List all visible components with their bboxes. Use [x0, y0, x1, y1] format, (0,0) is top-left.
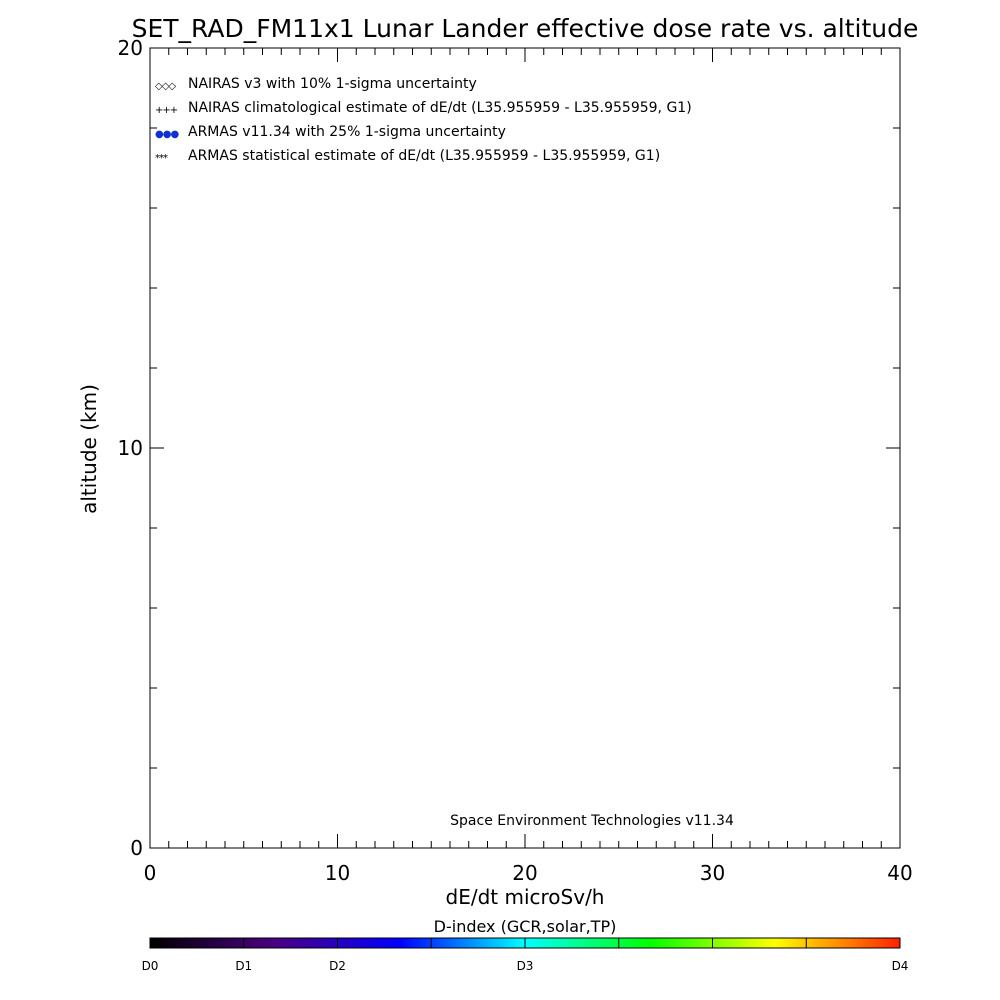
- chart-title: SET_RAD_FM11x1 Lunar Lander effective do…: [132, 14, 919, 43]
- x-tick-label: 40: [887, 861, 912, 885]
- colorbar-labels: D0 D1 D2 D3 D4: [142, 959, 909, 973]
- y-tick-label: 0: [130, 836, 143, 860]
- legend-entry-label: NAIRAS climatological estimate of dE/dt …: [188, 100, 692, 116]
- colorbar-label: D0: [142, 959, 159, 973]
- legend-entry-label: ARMAS v11.34 with 25% 1-sigma uncertaint…: [188, 124, 506, 140]
- y-tick-label: 10: [118, 436, 143, 460]
- x-tick-label: 30: [700, 861, 725, 885]
- colorbar-label: D4: [892, 959, 909, 973]
- credit-annotation: Space Environment Technologies v11.34: [450, 813, 734, 829]
- legend-entry-label: NAIRAS v3 with 10% 1-sigma uncertainty: [188, 76, 477, 92]
- colorbar-ticks: [243, 938, 807, 948]
- legend-marker-filled-circle: ●●●: [155, 129, 179, 140]
- legend-marker-diamond: ◇◇◇: [155, 81, 176, 92]
- colorbar-label: D1: [235, 959, 252, 973]
- legend-marker-plus: +++: [155, 105, 178, 116]
- legend: ◇◇◇ NAIRAS v3 with 10% 1-sigma uncertaint…: [155, 76, 692, 164]
- x-tick-label: 0: [144, 861, 157, 885]
- y-axis-label: altitude (km): [77, 384, 101, 514]
- x-axis-label: dE/dt microSv/h: [446, 885, 605, 909]
- legend-marker-asterisk: ***: [155, 153, 168, 164]
- y-tick-label: 20: [118, 36, 143, 60]
- colorbar-label: D3: [517, 959, 534, 973]
- x-tick-label: 20: [512, 861, 537, 885]
- legend-entry-label: ARMAS statistical estimate of dE/dt (L35…: [188, 148, 660, 164]
- colorbar-label: D2: [329, 959, 346, 973]
- colorbar-title: D-index (GCR,solar,TP): [434, 917, 617, 936]
- axis-ticks: [149, 47, 901, 849]
- x-tick-label: 10: [325, 861, 350, 885]
- axis-tick-labels: 0 10 20 30 40 0 10 20: [118, 36, 913, 885]
- plot-frame: [149, 47, 901, 849]
